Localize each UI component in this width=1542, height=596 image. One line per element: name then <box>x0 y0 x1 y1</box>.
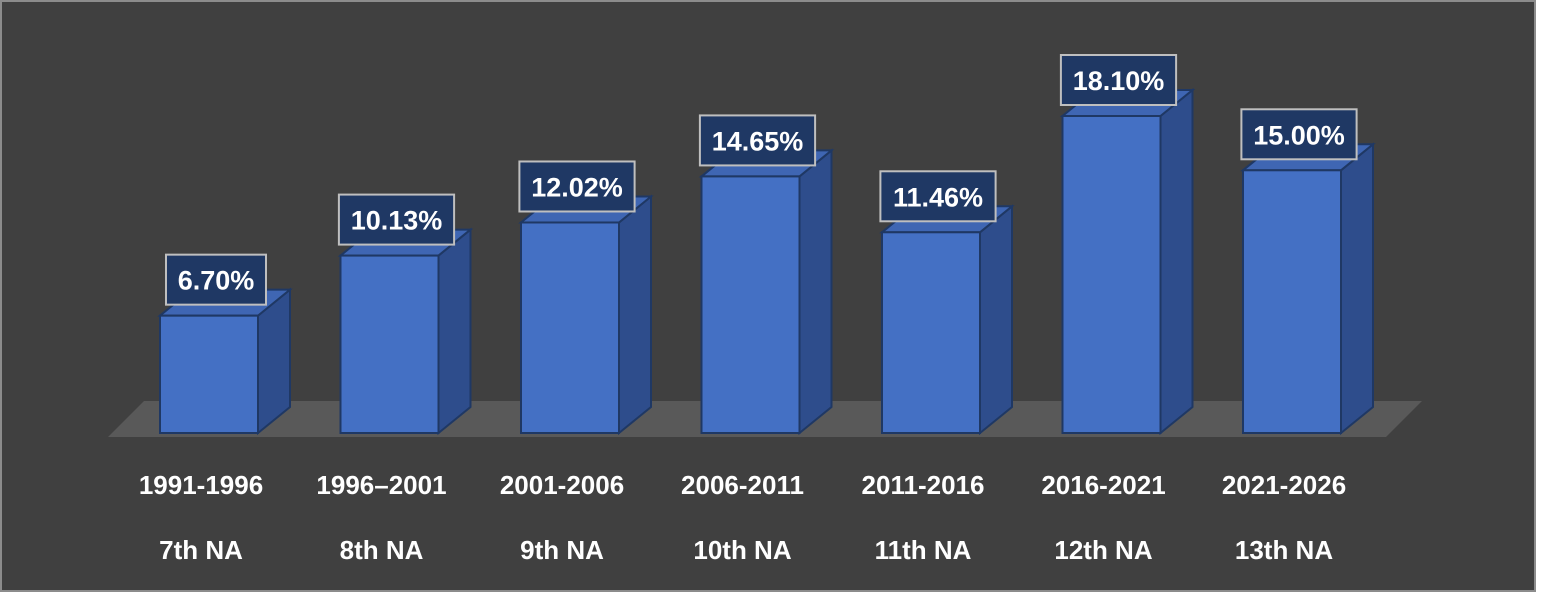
bar <box>157 287 293 436</box>
bar-side <box>1159 87 1194 436</box>
bar <box>337 227 474 436</box>
x-tick-label: 2011-2016 <box>862 470 985 500</box>
bar-side <box>618 194 652 436</box>
bar-front <box>339 254 440 434</box>
x-tick-sublabel: 11th NA <box>875 535 972 565</box>
x-tick-sublabel: 7th NA <box>159 535 243 565</box>
bar-side <box>798 148 833 436</box>
data-labels-group: 6.70% 10.13% 12.02% 14.65% 11.46% 18.10% 15.00… <box>165 54 1358 306</box>
x-tick-sublabel: 10th NA <box>693 535 791 565</box>
data-label-box <box>1059 54 1178 106</box>
bar-side <box>1340 142 1374 436</box>
x-tick-label: 2006-2011 <box>681 470 804 500</box>
data-label: 11.46% <box>879 170 997 223</box>
x-tick-label: 2016-2021 <box>1041 470 1165 500</box>
data-label-box <box>1240 108 1358 161</box>
bar-front <box>881 231 981 434</box>
x-tick-label: 2001-2006 <box>500 470 624 500</box>
data-label: 15.00% <box>1240 108 1358 161</box>
bar <box>698 148 835 436</box>
bar-front <box>159 314 259 435</box>
bar-front <box>1061 115 1162 434</box>
data-label-box <box>879 170 997 223</box>
data-label-text: 15.00% <box>1253 120 1345 150</box>
bar <box>1240 142 1376 436</box>
bar <box>518 194 654 436</box>
data-label-text: 14.65% <box>712 126 804 156</box>
data-label-box <box>698 114 817 167</box>
x-tick-sublabel: 8th NA <box>340 535 424 565</box>
data-label-text: 12.02% <box>531 172 623 202</box>
data-label-text: 11.46% <box>893 182 983 212</box>
x-tick-label: 2021-2026 <box>1222 470 1346 500</box>
bar-front <box>520 221 620 434</box>
data-label: 14.65% <box>698 114 817 167</box>
data-label: 12.02% <box>518 160 636 213</box>
data-label-box <box>518 160 636 213</box>
data-label: 18.10% <box>1059 54 1178 106</box>
data-label-text: 18.10% <box>1073 66 1165 96</box>
data-label: 10.13% <box>337 193 456 246</box>
data-label-text: 6.70% <box>178 266 255 296</box>
x-tick-sublabel: 13th NA <box>1235 535 1333 565</box>
data-label-box <box>337 193 456 246</box>
bar-side <box>979 204 1013 436</box>
x-tick-sublabel: 12th NA <box>1054 535 1152 565</box>
bar-side <box>437 227 472 436</box>
bar <box>879 204 1015 436</box>
data-label: 6.70% <box>165 253 267 306</box>
x-tick-label: 1991-1996 <box>139 470 263 500</box>
bar-front <box>700 175 801 435</box>
bar-front <box>1242 169 1342 434</box>
data-label-box <box>165 253 267 306</box>
x-tick-label: 1996–2001 <box>316 470 446 500</box>
bar <box>1059 87 1196 436</box>
x-tick-sublabel: 9th NA <box>520 535 604 565</box>
category-axis: 1991-1996 7th NA 1996–2001 8th NA 2001-2006 9… <box>139 470 1346 565</box>
data-label-text: 10.13% <box>351 206 443 236</box>
